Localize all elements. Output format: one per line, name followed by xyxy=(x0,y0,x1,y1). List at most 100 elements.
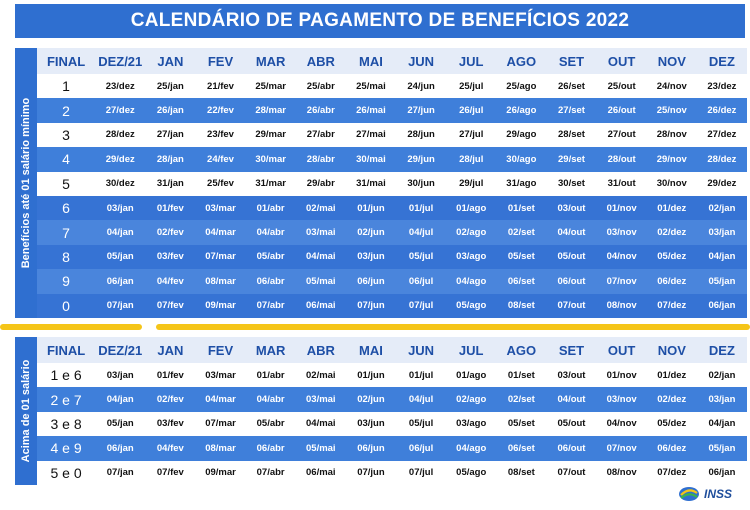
payment-date-cell: 02/dez xyxy=(657,394,687,406)
table-row: 7 04/jan 02/fev 04/mar 04/abr 03/mai 02/jun 04/… xyxy=(37,220,747,245)
payment-date-cell: 07/out xyxy=(557,467,586,479)
payment-date-cell: 03/out xyxy=(557,202,586,214)
header-month: JUN xyxy=(408,342,435,358)
payment-date-cell: 01/nov xyxy=(606,202,637,214)
payment-date-cell: 04/mar xyxy=(205,394,236,406)
payment-date-cell: 03/fev xyxy=(156,418,184,430)
logo-text: INSS xyxy=(703,487,732,501)
payment-date-cell: 07/jan xyxy=(106,300,134,312)
payment-date-cell: 04/fev xyxy=(156,275,184,287)
payment-date-cell: 01/nov xyxy=(606,369,637,381)
payment-date-cell: 08/set xyxy=(507,467,535,479)
payment-date-cell: 03/mai xyxy=(306,394,336,406)
final-digit-cell: 2 e 7 xyxy=(50,391,82,408)
payment-date-cell: 04/abr xyxy=(256,394,285,406)
final-digit-cell: 3 xyxy=(62,126,70,143)
page-title: CALENDÁRIO DE PAGAMENTO DE BENEFÍCIOS 20… xyxy=(15,4,745,38)
header-row: FINAL DEZ/21 JAN FEV MAR ABR MAI JUN JUL AGO SET OU… xyxy=(37,337,747,363)
payment-date-cell: 26/mai xyxy=(356,105,386,117)
header-month: MAI xyxy=(359,53,383,69)
payment-date-cell: 27/dez xyxy=(105,105,135,117)
payment-date-cell: 07/abr xyxy=(256,467,285,479)
header-month: FEV xyxy=(207,53,234,69)
payment-date-cell: 06/out xyxy=(557,442,586,454)
divider-right xyxy=(156,324,750,330)
payment-date-cell: 06/jan xyxy=(106,275,134,287)
payment-date-cell: 03/jun xyxy=(357,418,385,430)
payment-date-cell: 31/mai xyxy=(356,178,386,190)
header-final: FINAL xyxy=(46,53,86,69)
side-label: Acima de 01 salário xyxy=(20,359,32,463)
header-month: SET xyxy=(558,53,585,69)
payment-date-cell: 04/mar xyxy=(205,227,236,239)
payment-date-cell: 01/set xyxy=(507,369,535,381)
final-digit-cell: 4 e 9 xyxy=(50,440,82,457)
payment-date-cell: 03/fev xyxy=(156,251,184,263)
table-row: 1 23/dez 25/jan 21/fev 25/mar 25/abr 25/mai 24/… xyxy=(37,74,747,99)
payment-date-cell: 27/abr xyxy=(306,129,335,141)
payment-date-cell: 03/mar xyxy=(205,202,236,214)
payment-date-cell: 25/mai xyxy=(356,80,386,92)
payment-date-cell: 23/dez xyxy=(707,80,737,92)
payment-date-cell: 05/dez xyxy=(657,418,687,430)
payment-date-cell: 06/set xyxy=(507,442,535,454)
payment-date-cell: 06/jan xyxy=(708,300,736,312)
payment-date-cell: 07/dez xyxy=(657,467,687,479)
payment-date-cell: 07/nov xyxy=(606,275,637,287)
payment-date-cell: 02/ago xyxy=(456,227,487,239)
payment-date-cell: 06/mai xyxy=(306,300,336,312)
payment-date-cell: 26/dez xyxy=(707,105,737,117)
payment-date-cell: 25/fev xyxy=(207,178,234,190)
payment-date-cell: 05/abr xyxy=(256,251,285,263)
payment-date-cell: 03/nov xyxy=(606,227,637,239)
payment-date-cell: 30/mar xyxy=(255,153,286,165)
table-row: 5 30/dez 31/jan 25/fev 31/mar 29/abr 31/mai 30/… xyxy=(37,171,747,196)
payment-date-cell: 25/abr xyxy=(306,80,335,92)
payment-date-cell: 04/abr xyxy=(256,227,285,239)
payment-date-cell: 09/mar xyxy=(205,467,236,479)
payment-date-cell: 28/nov xyxy=(656,129,687,141)
payment-date-cell: 06/out xyxy=(557,275,586,287)
final-digit-cell: 5 e 0 xyxy=(50,464,82,481)
table-row: 4 e 9 06/jan 04/fev 08/mar 06/abr 05/mai 06/ju… xyxy=(37,436,747,461)
payment-date-cell: 04/jan xyxy=(708,418,736,430)
payment-date-cell: 04/out xyxy=(557,227,586,239)
header-month: JUL xyxy=(458,342,484,358)
payment-date-cell: 05/out xyxy=(557,251,586,263)
header-month: NOV xyxy=(657,53,686,69)
payment-date-cell: 28/out xyxy=(607,153,636,165)
payment-date-cell: 28/dez xyxy=(707,153,737,165)
header-month: JUN xyxy=(408,53,435,69)
payment-date-cell: 26/jan xyxy=(156,105,184,117)
payment-date-cell: 04/jan xyxy=(106,227,134,239)
payment-date-cell: 26/abr xyxy=(306,105,335,117)
header-month: MAR xyxy=(255,53,286,69)
payment-date-cell: 01/abr xyxy=(256,202,285,214)
payment-date-cell: 28/abr xyxy=(306,153,335,165)
payment-date-cell: 04/nov xyxy=(606,251,637,263)
payment-date-cell: 29/dez xyxy=(707,178,737,190)
payment-date-cell: 01/ago xyxy=(456,369,487,381)
payment-date-cell: 29/jul xyxy=(459,178,484,190)
header-month: DEZ xyxy=(708,342,735,358)
header-row: FINAL DEZ/21 JAN FEV MAR ABR MAI JUN JUL AGO SET OU… xyxy=(37,48,747,74)
payment-date-cell: 27/out xyxy=(607,129,636,141)
table-section-above-minimum: Acima de 01 salário FINAL DEZ/21 JAN FEV MAR… xyxy=(15,337,747,485)
payment-date-cell: 07/jun xyxy=(357,300,385,312)
payment-date-cell: 04/mai xyxy=(306,251,336,263)
payment-date-cell: 04/ago xyxy=(456,275,487,287)
payment-date-cell: 03/jun xyxy=(357,251,385,263)
payment-date-cell: 05/mai xyxy=(306,275,336,287)
payment-date-cell: 08/nov xyxy=(606,300,637,312)
table-row: 2 e 7 04/jan 02/fev 04/mar 04/abr 03/mai 02/ju… xyxy=(37,387,747,412)
payment-date-cell: 22/fev xyxy=(207,105,234,117)
payment-date-cell: 07/jul xyxy=(408,467,434,479)
payment-date-cell: 06/jun xyxy=(357,442,385,454)
table-header: FINAL DEZ/21 JAN FEV MAR ABR MAI JUN JUL AGO SET OU… xyxy=(37,337,747,363)
payment-date-cell: 07/dez xyxy=(657,300,687,312)
payment-date-cell: 24/jun xyxy=(407,80,435,92)
payment-date-cell: 01/jun xyxy=(357,202,385,214)
header-month: JAN xyxy=(157,342,184,358)
payment-date-cell: 03/jan xyxy=(708,394,736,406)
table-section-minimum-wage: Benefícios até 01 salário mínimo FINAL DE… xyxy=(15,48,747,318)
